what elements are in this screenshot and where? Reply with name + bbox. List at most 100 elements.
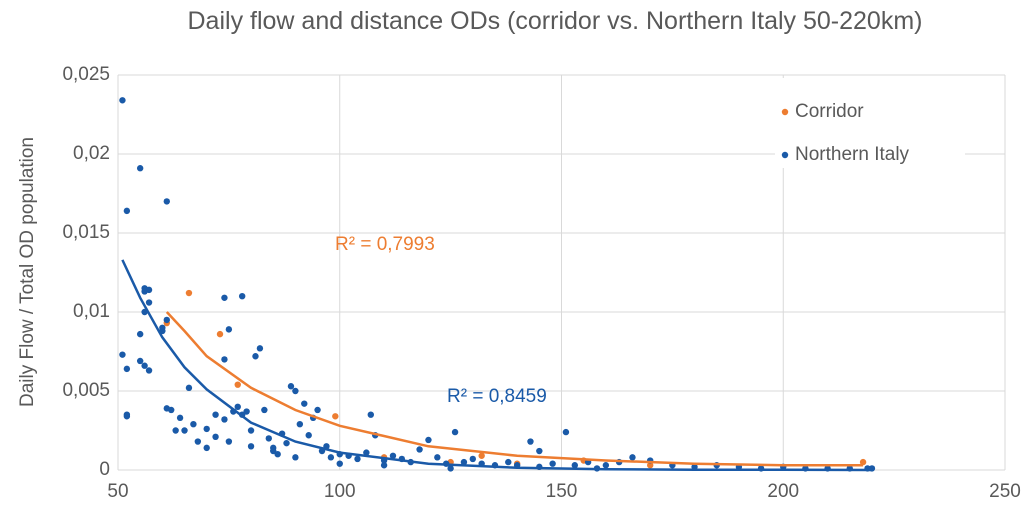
data-point (141, 362, 148, 369)
data-point (221, 356, 228, 363)
data-point (425, 436, 432, 444)
data-point (416, 446, 423, 453)
data-point (571, 462, 579, 469)
data-point (256, 345, 264, 352)
legend-marker (781, 151, 789, 159)
data-point (270, 447, 277, 455)
trendline (165, 311, 864, 467)
data-point (136, 357, 144, 365)
data-point (336, 460, 343, 467)
trendline (121, 259, 872, 472)
data-point (451, 428, 459, 436)
data-point (234, 403, 241, 410)
data-point (203, 425, 210, 433)
data-point (434, 454, 441, 461)
data-point (478, 452, 485, 459)
x-tick-label: 200 (767, 481, 799, 502)
legend-label: Corridor (795, 101, 864, 122)
data-point (168, 406, 175, 414)
data-point (447, 465, 454, 472)
data-point (145, 367, 153, 374)
data-point (185, 289, 193, 297)
legend-box (775, 78, 965, 168)
data-point (301, 400, 308, 407)
data-point (181, 427, 188, 434)
y-tick-label: 0,005 (62, 380, 110, 401)
data-point (203, 444, 210, 452)
data-point (647, 462, 654, 469)
data-point (119, 351, 126, 358)
data-point (176, 414, 184, 422)
data-point (527, 438, 534, 445)
data-point (536, 447, 543, 455)
data-point (247, 427, 255, 434)
x-tick-label: 50 (107, 481, 128, 502)
data-point (145, 286, 153, 294)
data-point (389, 452, 397, 459)
y-tick-label: 0,02 (73, 143, 110, 164)
data-point (159, 324, 166, 331)
data-point (363, 449, 370, 456)
data-point (354, 455, 361, 463)
data-point (287, 383, 295, 390)
y-tick-label: 0,025 (62, 64, 110, 85)
data-point (212, 411, 219, 418)
legend-label: Northern Italy (795, 144, 910, 165)
data-point (216, 330, 224, 338)
data-point (327, 454, 335, 461)
data-point (549, 460, 556, 467)
data-point (305, 432, 312, 439)
data-point (265, 435, 272, 442)
x-tick-label: 100 (324, 481, 356, 502)
data-point (212, 433, 219, 441)
data-point (859, 458, 867, 466)
data-point (123, 207, 131, 215)
data-point (292, 454, 299, 461)
y-tick-label: 0,015 (62, 222, 110, 243)
data-point (119, 97, 126, 104)
data-point (123, 413, 131, 420)
data-point (163, 198, 170, 205)
y-axis-label: Daily Flow / Total OD population (17, 137, 38, 407)
data-point (145, 299, 153, 306)
data-point (225, 326, 233, 333)
data-point (194, 438, 202, 445)
data-point (629, 454, 636, 461)
data-point (136, 165, 144, 172)
data-point (380, 462, 388, 469)
legend-marker (781, 108, 789, 116)
data-point (243, 408, 250, 415)
data-point (314, 406, 321, 414)
data-point (562, 428, 570, 436)
data-point (460, 458, 468, 466)
data-point (505, 458, 512, 466)
data-point (221, 416, 228, 423)
chart-title: Daily flow and distance ODs (corridor vs… (187, 7, 923, 35)
data-point (469, 455, 476, 463)
data-point (292, 387, 299, 395)
data-point (190, 420, 197, 428)
data-point (247, 443, 255, 450)
data-point (185, 384, 193, 392)
x-tick-label: 150 (546, 481, 578, 502)
data-point (691, 463, 698, 471)
data-point (274, 451, 281, 458)
x-tick-label: 250 (989, 481, 1021, 502)
data-point (172, 427, 179, 434)
data-point (261, 406, 268, 414)
data-point (221, 294, 228, 301)
y-tick-label: 0 (99, 459, 110, 480)
data-point (252, 353, 259, 360)
data-point (367, 411, 374, 418)
data-point (296, 420, 304, 428)
data-point (136, 330, 144, 338)
data-point (332, 413, 339, 420)
data-point (225, 438, 233, 445)
y-tick-label: 0,01 (73, 301, 110, 322)
data-point (283, 439, 290, 447)
annotation: R² = 0,8459 (447, 386, 547, 407)
data-point (123, 365, 131, 373)
annotation: R² = 0,7993 (335, 234, 435, 255)
